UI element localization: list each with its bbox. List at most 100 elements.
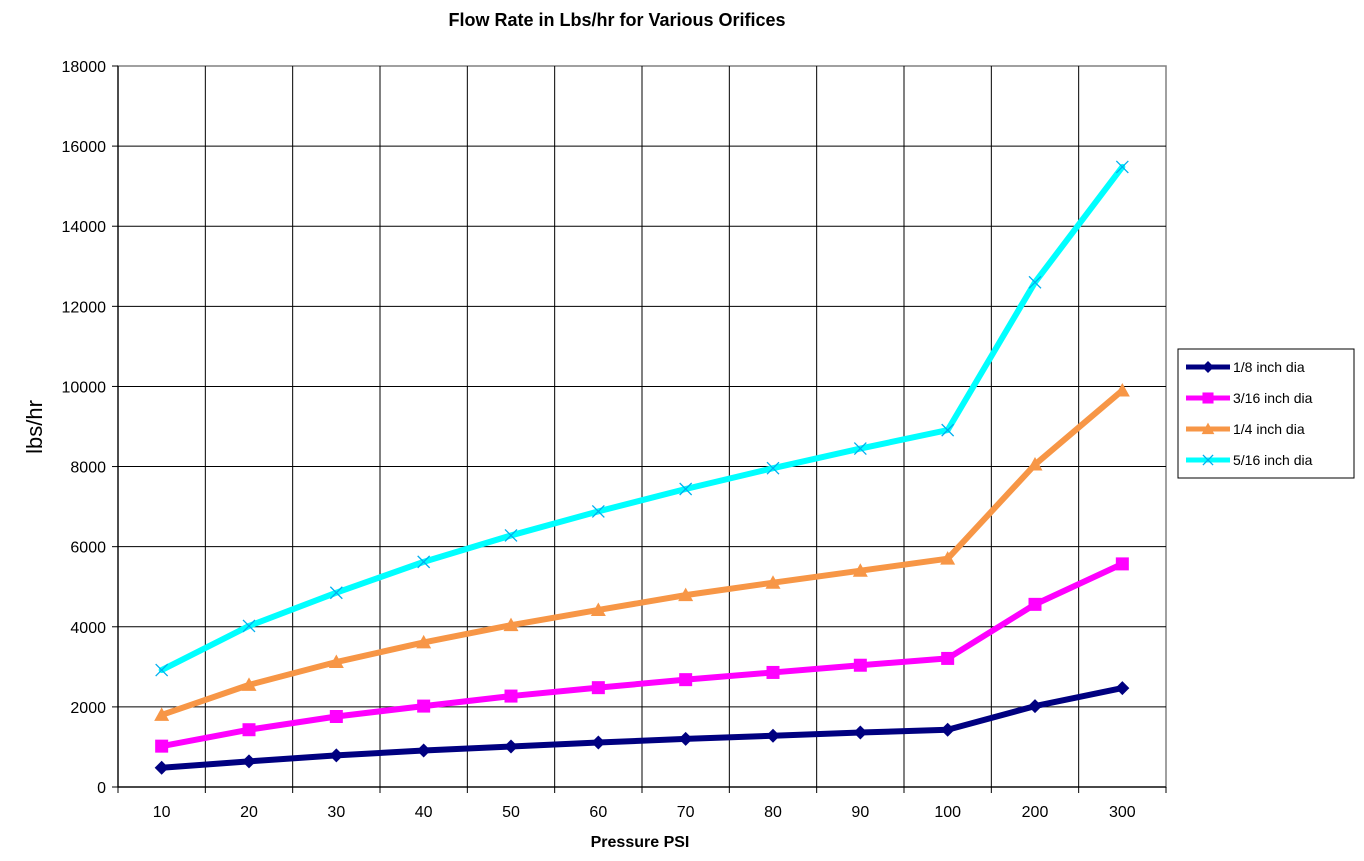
x-tick-label: 20: [240, 804, 258, 821]
x-axis-label: Pressure PSI: [591, 834, 690, 851]
y-tick-label: 8000: [70, 460, 106, 477]
x-marker-stroke: [853, 442, 867, 455]
data-point: [155, 739, 169, 753]
data-point: [941, 423, 955, 437]
data-point: [417, 699, 431, 713]
chart-title: Flow Rate in Lbs/hr for Various Orifices: [448, 10, 785, 30]
data-point: [1028, 597, 1042, 611]
data-point: [242, 619, 256, 633]
series-line: [158, 685, 1126, 771]
x-marker-stroke: [591, 504, 605, 518]
series-line: [158, 163, 1126, 674]
x-marker-stroke: [1115, 160, 1129, 174]
data-point: [154, 760, 169, 775]
legend-item: 1/8 inch dia: [1186, 359, 1305, 375]
data-point: [416, 743, 431, 758]
x-tick-label: 100: [934, 804, 961, 821]
data-point: [504, 739, 518, 754]
legend-label: 1/8 inch dia: [1233, 359, 1305, 375]
data-point: [504, 689, 518, 703]
data-point: [591, 735, 606, 750]
data-point: [678, 731, 693, 746]
legend-marker: [1202, 361, 1214, 373]
x-tick-label: 60: [589, 804, 607, 821]
data-point: [940, 722, 955, 737]
series-4: [155, 160, 1129, 677]
legend-marker: [1202, 454, 1214, 466]
y-tick-label: 6000: [70, 540, 106, 557]
y-tick-label: 14000: [62, 219, 107, 236]
legend-item: 3/16 inch dia: [1186, 390, 1313, 406]
legend-item: 1/4 inch dia: [1186, 421, 1305, 437]
data-point: [241, 677, 257, 691]
series-3: [154, 382, 1130, 721]
x-marker-stroke: [679, 482, 693, 496]
data-point: [1027, 457, 1043, 471]
data-point: [853, 658, 867, 672]
data-point: [1115, 160, 1129, 174]
data-point: [155, 663, 169, 677]
legend-label: 3/16 inch dia: [1233, 390, 1313, 406]
series-1: [154, 681, 1130, 775]
data-point: [678, 587, 694, 602]
y-tick-label: 18000: [62, 59, 107, 76]
data-point: [679, 482, 693, 496]
data-point: [1115, 557, 1129, 571]
y-tick-label: 2000: [70, 700, 106, 717]
legend-marker: [1202, 392, 1214, 404]
legend-label: 1/4 inch dia: [1233, 421, 1305, 437]
x-tick-label: 90: [851, 804, 869, 821]
series-line: [158, 560, 1126, 750]
y-tick-label: 0: [97, 780, 106, 797]
x-tick-label: 10: [153, 804, 171, 821]
data-point: [328, 654, 344, 669]
data-point: [940, 551, 956, 565]
data-point: [590, 602, 606, 616]
x-tick-label: 40: [415, 804, 433, 821]
data-point: [1028, 275, 1042, 289]
y-tick-label: 16000: [62, 139, 107, 156]
data-point: [766, 728, 780, 743]
plot-area: 0 2000 4000 6000 8000 10000 12000 14000 16000 180…: [62, 59, 1167, 821]
data-point: [154, 707, 170, 721]
x-marker-stroke: [1202, 454, 1214, 466]
x-marker-stroke: [504, 528, 518, 542]
data-point: [591, 681, 605, 695]
x-marker-stroke: [242, 619, 256, 633]
data-point: [416, 634, 432, 649]
data-point: [941, 651, 955, 665]
x-marker-stroke: [941, 423, 955, 437]
x-marker-stroke: [766, 461, 780, 475]
data-point: [329, 748, 344, 763]
legend: 1/8 inch dia 3/16 inch dia 1/4 inch dia 5/1…: [1177, 348, 1355, 479]
data-point: [852, 563, 868, 577]
data-point: [329, 710, 343, 724]
x-tick-label: 80: [764, 804, 782, 821]
y-tick-label: 12000: [62, 299, 107, 316]
legend-label: 5/16 inch dia: [1233, 452, 1313, 468]
y-tick-label: 4000: [70, 620, 106, 637]
data-point: [504, 528, 518, 542]
data-point: [1115, 681, 1130, 696]
data-point: [242, 754, 256, 769]
x-marker-stroke: [417, 555, 431, 569]
series-2: [155, 557, 1129, 753]
x-tick-label: 300: [1109, 804, 1136, 821]
x-tick-label: 50: [502, 804, 520, 821]
series-line: [158, 387, 1126, 718]
data-point: [1028, 699, 1042, 714]
data-point: [679, 673, 693, 687]
data-point: [242, 723, 256, 737]
data-point: [766, 461, 780, 475]
data-point: [853, 725, 868, 740]
x-marker-stroke: [155, 663, 169, 677]
legend-marker: [1201, 422, 1215, 435]
data-point: [591, 504, 605, 518]
data-point: [1114, 382, 1130, 397]
y-axis-label: lbs/hr: [22, 400, 47, 454]
x-tick-label: 30: [327, 804, 345, 821]
data-point: [417, 555, 431, 569]
x-marker-stroke: [329, 586, 343, 600]
legend-item: 5/16 inch dia: [1186, 452, 1313, 468]
